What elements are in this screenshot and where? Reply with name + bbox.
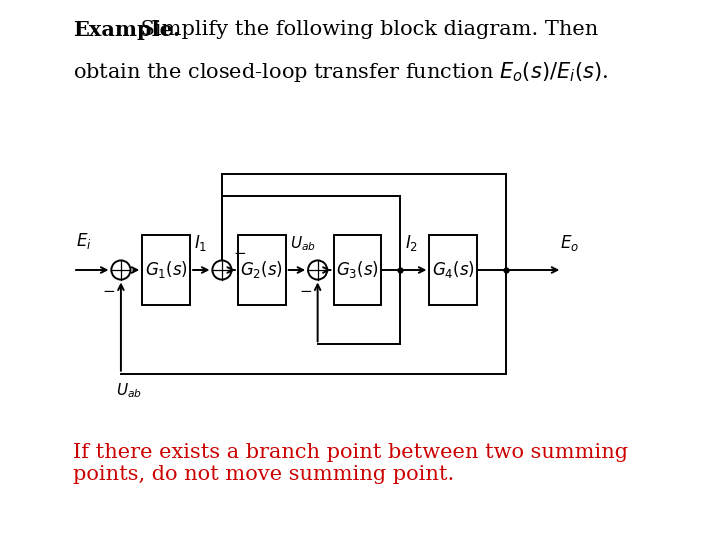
Text: $G_1(s)$: $G_1(s)$ bbox=[145, 260, 188, 280]
Bar bbox=[333, 235, 382, 305]
Text: $G_4(s)$: $G_4(s)$ bbox=[432, 260, 474, 280]
Bar bbox=[142, 235, 190, 305]
Text: obtain the closed-loop transfer function $E_o(s)/E_i(s)$.: obtain the closed-loop transfer function… bbox=[73, 60, 608, 84]
Text: $U_{ab}$: $U_{ab}$ bbox=[290, 234, 316, 253]
Text: $I_2$: $I_2$ bbox=[405, 233, 418, 253]
Text: $E_i$: $E_i$ bbox=[76, 232, 91, 252]
Text: $G_3(s)$: $G_3(s)$ bbox=[336, 260, 379, 280]
Text: Example.: Example. bbox=[73, 20, 180, 40]
Text: $-$: $-$ bbox=[299, 282, 312, 297]
Text: $-$: $-$ bbox=[102, 282, 115, 297]
Text: Simplify the following block diagram. Then: Simplify the following block diagram. Th… bbox=[134, 20, 598, 39]
Text: $U_{ab}$: $U_{ab}$ bbox=[116, 382, 142, 400]
Text: $E_o$: $E_o$ bbox=[559, 233, 579, 253]
Bar bbox=[429, 235, 477, 305]
Text: $G_2(s)$: $G_2(s)$ bbox=[240, 260, 283, 280]
Text: $-$: $-$ bbox=[233, 245, 246, 259]
Bar bbox=[238, 235, 286, 305]
Text: $I_1$: $I_1$ bbox=[194, 233, 207, 253]
Text: If there exists a branch point between two summing
points, do not move summing p: If there exists a branch point between t… bbox=[73, 443, 628, 484]
